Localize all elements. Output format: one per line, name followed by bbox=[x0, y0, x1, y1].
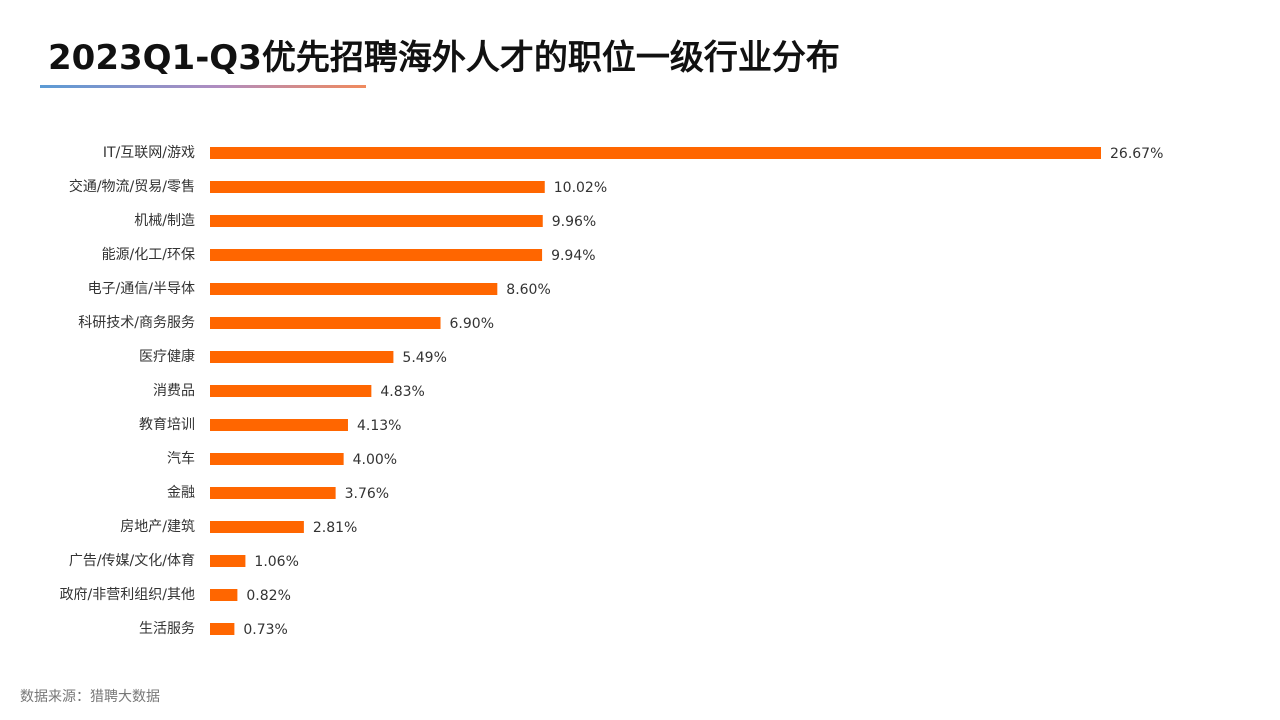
category-label: 金融 bbox=[167, 485, 195, 501]
value-label: 4.13% bbox=[357, 418, 401, 434]
bar bbox=[210, 385, 372, 397]
bar bbox=[210, 419, 348, 431]
title-underline bbox=[40, 85, 366, 88]
category-label: 科研技术/商务服务 bbox=[78, 315, 195, 331]
value-label: 4.83% bbox=[380, 384, 424, 400]
category-label: 广告/传媒/文化/体育 bbox=[69, 553, 195, 569]
value-label: 2.81% bbox=[313, 520, 357, 536]
bar bbox=[210, 215, 543, 227]
value-label: 6.90% bbox=[450, 316, 494, 332]
bar bbox=[210, 487, 336, 499]
bar bbox=[210, 283, 498, 295]
category-label: 电子/通信/半导体 bbox=[88, 281, 195, 297]
value-label: 1.06% bbox=[254, 554, 298, 570]
value-label: 0.82% bbox=[246, 588, 290, 604]
bar bbox=[210, 589, 238, 601]
category-label: 汽车 bbox=[167, 450, 195, 467]
bar bbox=[210, 317, 441, 329]
category-label: 房地产/建筑 bbox=[120, 519, 195, 535]
value-label: 9.96% bbox=[552, 214, 596, 230]
bar bbox=[210, 351, 394, 363]
category-label: 消费品 bbox=[153, 383, 195, 399]
bar bbox=[210, 521, 304, 533]
value-label: 5.49% bbox=[402, 350, 446, 366]
category-label: 生活服务 bbox=[139, 621, 195, 637]
category-label: 政府/非营利组织/其他 bbox=[60, 587, 195, 603]
category-label: IT/互联网/游戏 bbox=[103, 145, 195, 161]
bar bbox=[210, 453, 344, 465]
value-label: 9.94% bbox=[551, 248, 595, 264]
bar bbox=[210, 181, 545, 193]
category-label: 医疗健康 bbox=[139, 348, 195, 365]
category-label: 机械/制造 bbox=[134, 213, 195, 229]
category-label: 能源/化工/环保 bbox=[102, 247, 195, 263]
value-label: 26.67% bbox=[1110, 146, 1163, 162]
value-label: 4.00% bbox=[353, 452, 397, 468]
value-label: 8.60% bbox=[506, 282, 550, 298]
source-note: 数据来源：猎聘大数据 bbox=[20, 689, 160, 705]
bar bbox=[210, 555, 246, 567]
page-title: 2023Q1-Q3优先招聘海外人才的职位一级行业分布 bbox=[48, 38, 840, 78]
value-label: 0.73% bbox=[243, 622, 287, 638]
category-label: 交通/物流/贸易/零售 bbox=[69, 178, 195, 195]
value-label: 3.76% bbox=[345, 486, 389, 502]
value-label: 10.02% bbox=[554, 180, 607, 196]
bar bbox=[210, 147, 1101, 159]
category-label: 教育培训 bbox=[139, 417, 195, 433]
bar bbox=[210, 623, 235, 635]
bar bbox=[210, 249, 543, 261]
